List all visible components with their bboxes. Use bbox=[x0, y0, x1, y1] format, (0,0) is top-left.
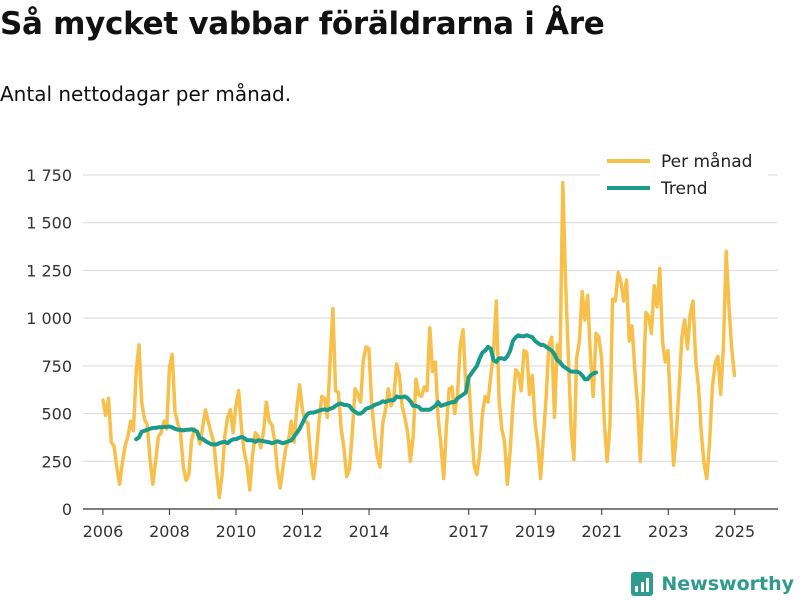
y-axis: 0 250 500 750 1 000 1 250 1 500 1 750 bbox=[26, 166, 72, 519]
x-tick-label: 2025 bbox=[714, 522, 755, 541]
page-subtitle: Antal nettodagar per månad. bbox=[0, 82, 292, 106]
bar-chart-logo-icon bbox=[631, 572, 654, 596]
y-tick-label: 1 000 bbox=[26, 309, 72, 328]
brand-name: Newsworthy bbox=[661, 573, 794, 595]
page-title: Så mycket vabbar föräldrarna i Åre bbox=[0, 6, 605, 42]
x-axis: 2006 2008 2010 2012 2014 2017 2019 2021 2023 2025 bbox=[83, 509, 755, 541]
x-tick-label: 2008 bbox=[149, 522, 190, 541]
y-tick-label: 750 bbox=[41, 357, 72, 376]
legend: Per månad Trend bbox=[600, 148, 768, 206]
y-tick-label: 500 bbox=[41, 405, 72, 424]
legend-background bbox=[600, 148, 768, 206]
y-tick-label: 1 500 bbox=[26, 214, 72, 233]
legend-label: Trend bbox=[660, 179, 708, 199]
legend-label: Per månad bbox=[661, 151, 752, 172]
series-line-trend bbox=[134, 333, 598, 447]
x-tick-label: 2010 bbox=[216, 522, 257, 541]
series-line-per-manad bbox=[101, 180, 737, 500]
x-tick-label: 2012 bbox=[282, 522, 323, 541]
x-tick-label: 2019 bbox=[515, 522, 556, 541]
x-tick-label: 2023 bbox=[648, 522, 689, 541]
y-tick-label: 1 250 bbox=[26, 261, 72, 280]
y-tick-label: 250 bbox=[41, 452, 72, 471]
x-tick-label: 2014 bbox=[349, 522, 390, 541]
x-tick-label: 2006 bbox=[83, 522, 124, 541]
series-lines bbox=[101, 180, 737, 500]
brand-logo: Newsworthy bbox=[631, 572, 794, 596]
x-tick-label: 2021 bbox=[581, 522, 622, 541]
x-tick-label: 2017 bbox=[448, 522, 489, 541]
y-tick-label: 0 bbox=[62, 500, 72, 519]
y-tick-label: 1 750 bbox=[26, 166, 72, 185]
